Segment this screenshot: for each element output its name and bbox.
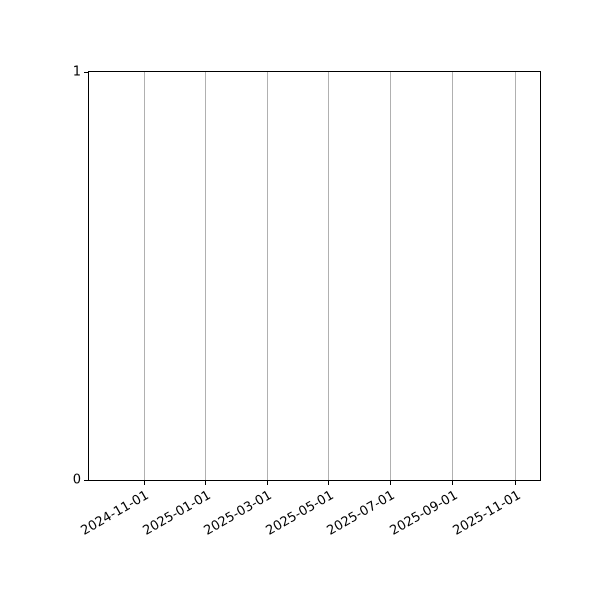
y-tick-label: 1: [72, 64, 81, 80]
x-gridline: [205, 72, 207, 480]
x-tick-mark: [266, 481, 268, 485]
x-gridline: [328, 72, 330, 480]
x-tick-mark: [205, 481, 207, 485]
x-gridline: [266, 72, 268, 480]
x-tick-mark: [328, 481, 330, 485]
x-tick-mark: [452, 481, 453, 485]
y-tick-mark: [84, 71, 88, 73]
x-gridline: [389, 72, 391, 480]
x-gridline: [452, 72, 453, 480]
plot-area: 2024-11-01 2025-01-01 2025-03-01 2025-05-01…: [73, 65, 541, 539]
x-gridline: [143, 72, 145, 480]
y-tick-mark: [84, 479, 88, 481]
x-tick-mark: [143, 481, 145, 485]
x-tick-mark: [389, 481, 391, 485]
x-tick-mark: [515, 481, 517, 485]
x-gridline: [515, 72, 517, 480]
y-tick-label: 0: [72, 472, 81, 488]
